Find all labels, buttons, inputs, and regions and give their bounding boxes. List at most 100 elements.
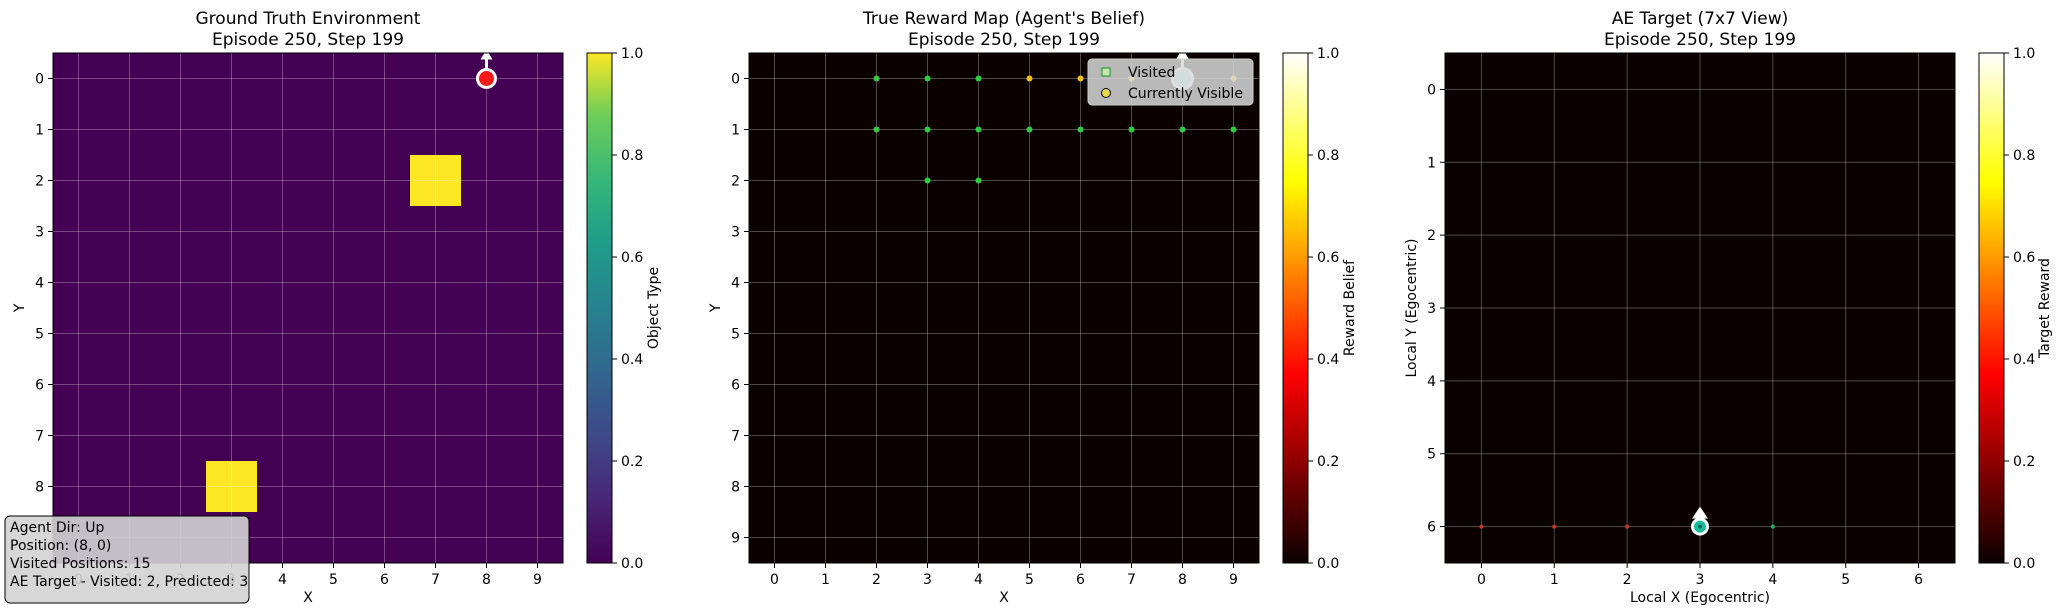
x-tick-label: 6 bbox=[380, 572, 389, 588]
panel2-background bbox=[749, 53, 1259, 563]
info-line-position: Position: (8, 0) bbox=[10, 538, 111, 554]
info-line-dir: Agent Dir: Up bbox=[10, 520, 104, 536]
visited-point bbox=[924, 177, 931, 184]
panel1-colorbar: 0.0 0.2 0.4 0.6 0.8 1.0 Object Type bbox=[586, 46, 662, 572]
agent-arrow-head bbox=[480, 49, 493, 60]
agent-center bbox=[1698, 524, 1702, 529]
y-tick-label: 8 bbox=[35, 480, 44, 496]
panel1-colorbar-label: Object Type bbox=[646, 267, 662, 349]
y-tick-label: 7 bbox=[35, 429, 44, 445]
panel3-points bbox=[1479, 524, 1775, 529]
panel3-y-ticks: 0 1 2 3 4 5 6 bbox=[1427, 82, 1445, 536]
x-tick-label: 6 bbox=[1076, 572, 1085, 588]
y-tick-label: 3 bbox=[1427, 301, 1436, 317]
y-tick-label: 4 bbox=[1427, 374, 1436, 390]
panel2-xlabel: X bbox=[999, 590, 1009, 606]
colorbar-tick-label: 0.2 bbox=[2013, 454, 2035, 470]
panel2-ylabel: Y bbox=[708, 303, 724, 313]
y-tick-label: 2 bbox=[731, 174, 740, 190]
target-red-point bbox=[1625, 524, 1630, 529]
colorbar-tick-label: 0.0 bbox=[1317, 556, 1339, 572]
x-tick-label: 0 bbox=[770, 572, 779, 588]
panel2-colorbar-label: Reward Belief bbox=[1342, 259, 1358, 356]
info-box: Agent Dir: Up Position: (8, 0) Visited P… bbox=[4, 515, 250, 604]
y-tick-label: 0 bbox=[35, 72, 44, 88]
panel2-title-line1: True Reward Map (Agent's Belief) bbox=[862, 9, 1145, 29]
object-cell bbox=[206, 461, 257, 512]
colorbar-tick-label: 0.6 bbox=[621, 250, 643, 266]
panel2-points bbox=[873, 75, 1237, 184]
colorbar-tick-label: 0.4 bbox=[1317, 352, 1339, 368]
panel3-colorbar-label: Target Reward bbox=[2037, 258, 2053, 359]
y-tick-label: 8 bbox=[731, 480, 740, 496]
legend-visited-marker bbox=[1101, 67, 1111, 77]
x-tick-label: 5 bbox=[1025, 572, 1034, 588]
panel1-plot bbox=[52, 49, 564, 564]
colorbar-tick-label: 0.6 bbox=[2013, 250, 2035, 266]
x-tick-label: 4 bbox=[1768, 572, 1777, 588]
x-tick-label: 2 bbox=[1623, 572, 1632, 588]
colorbar-tick-label: 0.0 bbox=[2013, 556, 2035, 572]
visited-point bbox=[873, 126, 880, 133]
panel2-y-ticks: 0 1 2 3 4 5 6 7 8 9 bbox=[731, 72, 749, 547]
x-tick-label: 4 bbox=[974, 572, 983, 588]
visited-point bbox=[924, 126, 931, 133]
agent-marker bbox=[476, 68, 497, 89]
panel2-gridlines bbox=[749, 53, 1259, 563]
colorbar-tick-label: 1.0 bbox=[621, 46, 643, 62]
panel1-title-line1: Ground Truth Environment bbox=[196, 9, 421, 29]
y-tick-label: 0 bbox=[731, 72, 740, 88]
colorbar-tick-label: 0.8 bbox=[2013, 148, 2035, 164]
visited-point bbox=[975, 177, 982, 184]
x-tick-label: 9 bbox=[1229, 572, 1238, 588]
panel3-title-line1: AE Target (7x7 View) bbox=[1612, 9, 1788, 29]
visible-point bbox=[1026, 75, 1033, 82]
colorbar-tick-label: 0.6 bbox=[1317, 250, 1339, 266]
panel-reward-map: True Reward Map (Agent's Belief) Episode… bbox=[708, 9, 1358, 606]
panel1-cells bbox=[206, 155, 461, 512]
panel2-plot: Visited Currently Visible bbox=[748, 48, 1260, 564]
panel1-agent bbox=[476, 49, 497, 89]
y-tick-label: 3 bbox=[731, 225, 740, 241]
y-tick-label: 6 bbox=[1427, 520, 1436, 536]
y-tick-label: 6 bbox=[35, 378, 44, 394]
panel3-xlabel: Local X (Egocentric) bbox=[1630, 590, 1770, 606]
x-tick-label: 3 bbox=[923, 572, 932, 588]
panel1-colorbar-gradient bbox=[586, 52, 613, 564]
y-tick-label: 7 bbox=[731, 429, 740, 445]
visited-point bbox=[975, 75, 982, 82]
y-tick-label: 1 bbox=[731, 123, 740, 139]
panel2-frame bbox=[748, 52, 1260, 564]
y-tick-label: 3 bbox=[35, 225, 44, 241]
visited-point bbox=[873, 75, 880, 82]
x-tick-label: 7 bbox=[431, 572, 440, 588]
panel2-x-ticks: 0 1 2 3 4 5 6 7 8 9 bbox=[770, 563, 1238, 588]
panel1-frame bbox=[52, 52, 564, 564]
colorbar-tick-label: 0.8 bbox=[621, 148, 643, 164]
y-tick-label: 1 bbox=[1427, 155, 1436, 171]
x-tick-label: 8 bbox=[1178, 572, 1187, 588]
y-tick-label: 5 bbox=[35, 327, 44, 343]
target-red-point bbox=[1552, 524, 1557, 529]
colorbar-tick-label: 0.8 bbox=[1317, 148, 1339, 164]
info-box-background bbox=[4, 515, 250, 604]
colorbar-tick-label: 0.2 bbox=[621, 454, 643, 470]
visited-point bbox=[1179, 126, 1186, 133]
visited-point bbox=[1128, 126, 1135, 133]
panel3-ylabel: Local Y (Egocentric) bbox=[1404, 239, 1420, 378]
panel2-colorbar-gradient bbox=[1282, 52, 1309, 564]
legend-visible-label: Currently Visible bbox=[1128, 86, 1243, 102]
y-tick-label: 2 bbox=[1427, 228, 1436, 244]
panel3-background bbox=[1445, 53, 1955, 563]
x-tick-label: 5 bbox=[1841, 572, 1850, 588]
x-tick-label: 2 bbox=[872, 572, 881, 588]
x-tick-label: 8 bbox=[482, 572, 491, 588]
panel1-y-ticks: 0 1 2 3 4 5 6 7 8 bbox=[35, 72, 53, 496]
info-line-visited: Visited Positions: 15 bbox=[10, 556, 151, 572]
panel2-legend: Visited Currently Visible bbox=[1087, 58, 1254, 106]
x-tick-label: 9 bbox=[533, 572, 542, 588]
y-tick-label: 0 bbox=[1427, 82, 1436, 98]
panel3-x-ticks: 0 1 2 3 4 5 6 bbox=[1477, 563, 1923, 588]
colorbar-tick-label: 1.0 bbox=[1317, 46, 1339, 62]
